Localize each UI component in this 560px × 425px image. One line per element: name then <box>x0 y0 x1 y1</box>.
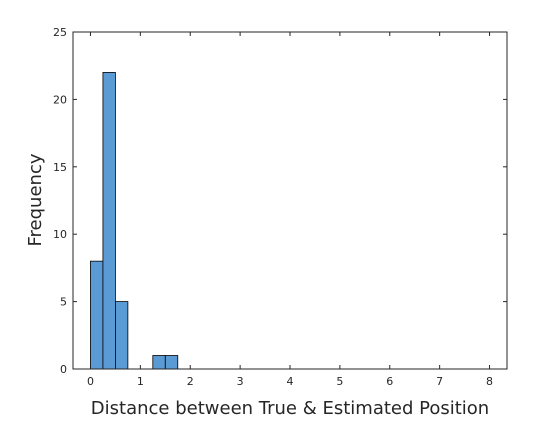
x-tick-label: 8 <box>486 375 493 388</box>
x-tick-label: 4 <box>287 375 294 388</box>
x-tick-label: 3 <box>237 375 244 388</box>
y-tick-label: 15 <box>53 161 67 174</box>
y-tick-labels: 0 5 10 15 20 25 <box>53 26 67 376</box>
y-tick-label: 5 <box>60 296 67 309</box>
y-tick-label: 20 <box>53 93 67 106</box>
plot-area-background <box>73 32 507 369</box>
x-tick-label: 7 <box>436 375 443 388</box>
histogram-bar <box>90 260 104 370</box>
plot-area-frame <box>72 31 508 370</box>
x-tick-label: 2 <box>187 375 194 388</box>
x-tick-label: 1 <box>137 375 144 388</box>
x-tick-label: 5 <box>336 375 343 388</box>
x-tick-labels: 0 1 2 3 4 5 6 7 8 <box>87 375 493 388</box>
y-tick-label: 10 <box>53 228 67 241</box>
x-axis-label: Distance between True & Estimated Positi… <box>91 398 489 419</box>
y-tick-label: 25 <box>53 26 67 39</box>
histogram-bar <box>164 355 179 370</box>
histogram-bar <box>152 355 166 370</box>
x-tick-label: 6 <box>386 375 393 388</box>
y-axis-label: Frequency <box>25 153 46 246</box>
histogram-bars <box>90 72 179 370</box>
x-tick-label: 0 <box>87 375 94 388</box>
y-tick-label: 0 <box>60 363 67 376</box>
histogram-bar <box>115 301 129 370</box>
histogram-bar <box>102 72 116 370</box>
